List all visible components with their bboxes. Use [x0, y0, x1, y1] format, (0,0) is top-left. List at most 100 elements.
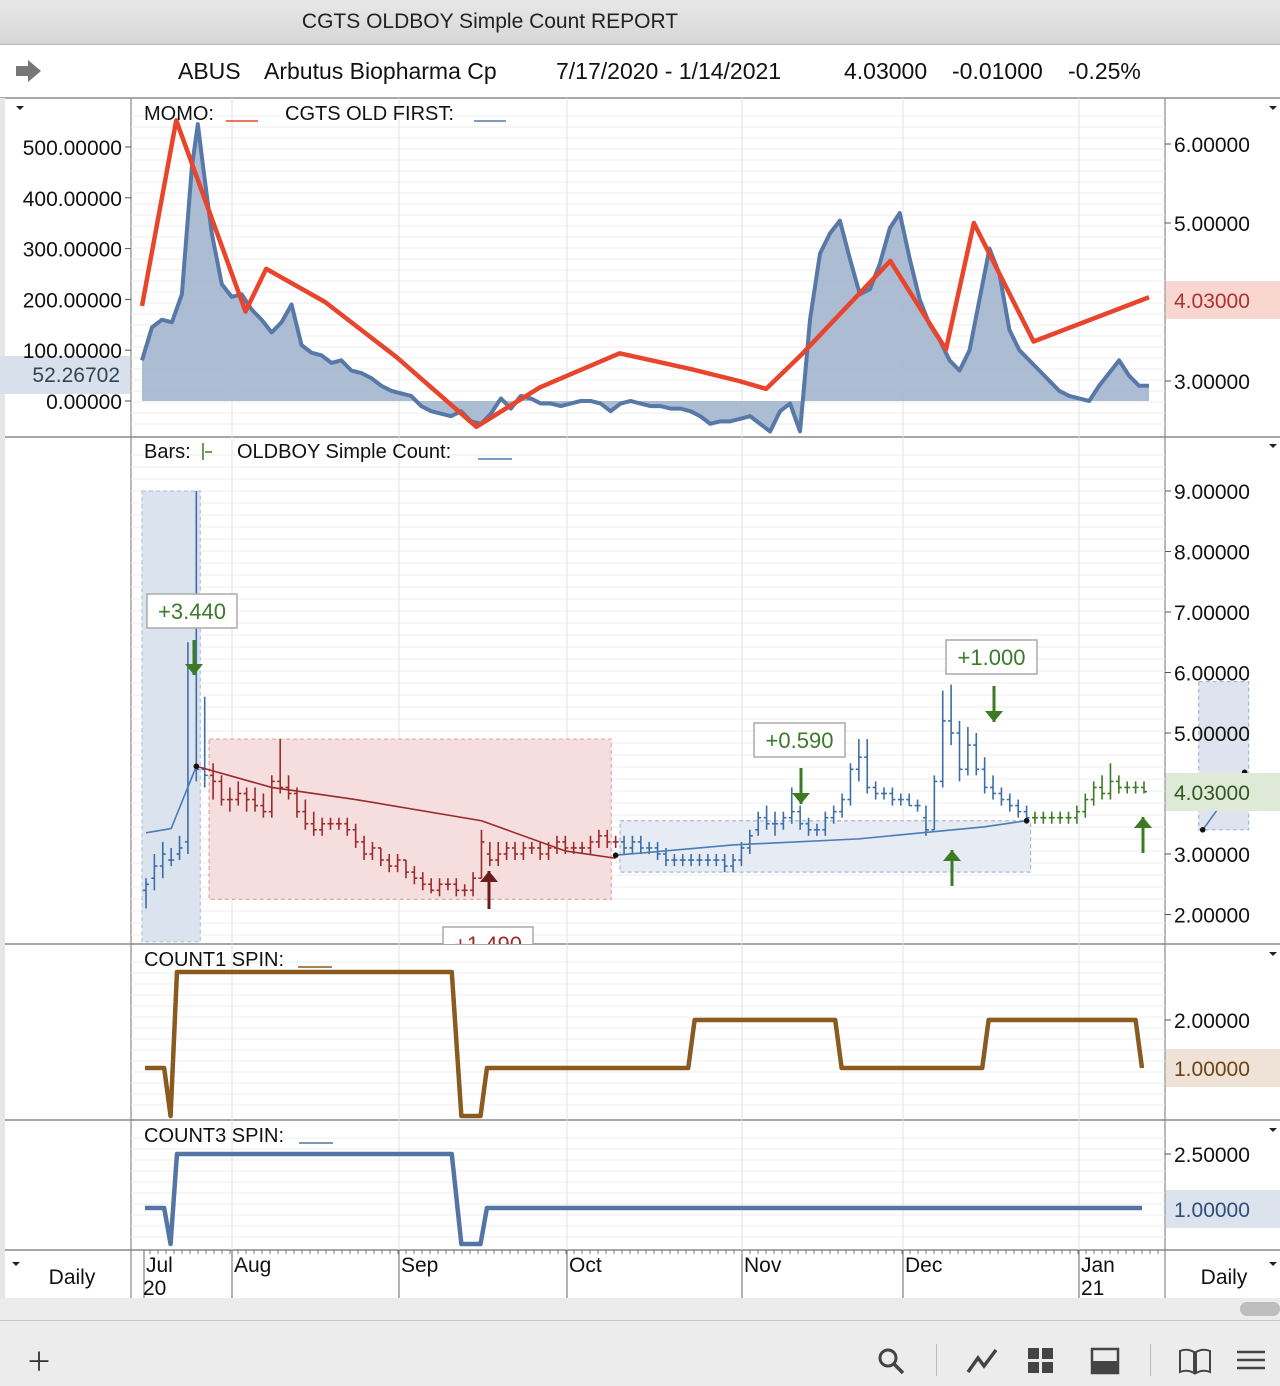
- annotation-label: +1.490: [454, 932, 522, 957]
- price-bar: [503, 841, 510, 861]
- price-bar: [688, 854, 695, 867]
- price-bar: [470, 872, 477, 897]
- price-bar: [1115, 775, 1122, 794]
- x-axis-year-label: 20: [143, 1277, 166, 1298]
- count-line-1: [145, 765, 198, 834]
- price-bar: [1065, 811, 1072, 824]
- left-axis-tick-label: 500.00000: [23, 137, 122, 160]
- buy-arrow-2: [943, 850, 961, 886]
- clipped-annotation: +1.490: [442, 926, 534, 957]
- line-chart-icon[interactable]: [966, 1346, 998, 1376]
- price-bar: [335, 817, 342, 830]
- price-bar: [168, 847, 175, 867]
- right-axis-tick-label: 6.00000: [1174, 134, 1250, 157]
- right-current-value: 4.03000: [1174, 290, 1250, 313]
- price-bar: [847, 763, 854, 806]
- price-bar: [981, 757, 988, 794]
- annotation-box: [146, 593, 238, 629]
- price-bar: [277, 739, 284, 794]
- price-bar: [1031, 811, 1038, 824]
- left-axis-tick-label: 100.00000: [23, 340, 122, 363]
- right-axis-tick-label: 2.00000: [1174, 1010, 1250, 1033]
- price-bar: [386, 854, 393, 873]
- price-bar: [964, 726, 971, 776]
- annotation-box: [753, 722, 846, 758]
- right-axis-tick-label: 2.50000: [1174, 1144, 1250, 1167]
- legend-count3-spin: COUNT3 SPIN:: [144, 1125, 284, 1147]
- panel-menu-icon[interactable]: [1269, 444, 1277, 448]
- price-bar: [1090, 781, 1097, 806]
- x-axis-month-label: Jan: [1081, 1254, 1115, 1277]
- current-value: 1.00000: [1174, 1199, 1250, 1222]
- price-bar: [771, 811, 778, 836]
- price-bar: [1073, 805, 1080, 824]
- price-bar: [419, 872, 426, 891]
- panel-menu-icon[interactable]: [16, 106, 24, 110]
- price-bar: [352, 823, 359, 848]
- price-bar: [746, 829, 753, 854]
- arrow-head: [792, 793, 810, 804]
- forward-arrow-icon[interactable]: [14, 57, 44, 87]
- search-icon[interactable]: [876, 1346, 906, 1376]
- current-badge: [1166, 1049, 1280, 1087]
- price-bar: [906, 793, 913, 807]
- price-bar: [721, 854, 728, 873]
- buy-arrow-1: [480, 871, 498, 909]
- date-range: 7/17/2020 - 1/14/2021: [556, 58, 782, 84]
- price-bar: [637, 835, 644, 854]
- price-bar: [797, 805, 804, 830]
- add-icon[interactable]: ＋: [26, 1347, 53, 1377]
- left-axis-tick-label: 400.00000: [23, 188, 122, 211]
- grid-layout-icon[interactable]: [1026, 1346, 1056, 1376]
- price-bar: [671, 854, 678, 867]
- panel-menu-icon[interactable]: [12, 1262, 20, 1266]
- panel-menu-icon[interactable]: [1269, 1128, 1277, 1132]
- company-name: Arbutus Biopharma Cp: [264, 58, 497, 84]
- price-bar: [948, 684, 955, 746]
- price-bar: [612, 835, 619, 848]
- cgts-old-first-area: [142, 124, 1149, 432]
- x-axis-month-label: Dec: [905, 1254, 942, 1277]
- panel-menu-icon[interactable]: [1269, 106, 1277, 110]
- left-current-badge: [0, 356, 130, 394]
- sell-arrow-1: [185, 640, 203, 675]
- pattern-box-2: [208, 738, 612, 900]
- price-bar: [713, 854, 720, 867]
- momo-line: [139, 118, 1150, 430]
- annotation-box: [442, 926, 534, 944]
- price-bar: [1082, 793, 1089, 818]
- symbol: ABUS: [178, 58, 241, 84]
- menu-icon[interactable]: [1236, 1348, 1266, 1374]
- price-bar: [411, 866, 418, 885]
- panel-menu-icon[interactable]: [1269, 1262, 1277, 1266]
- price-bar: [1015, 799, 1022, 818]
- price-bar: [176, 835, 183, 861]
- price-bar: [922, 805, 929, 836]
- price-bar: [537, 841, 544, 861]
- price-bar: [881, 787, 888, 800]
- horizontal-scrollbar[interactable]: [1240, 1302, 1280, 1316]
- arrow-head: [480, 871, 498, 882]
- pattern-box-1: [141, 490, 201, 943]
- price-bar: [285, 775, 292, 800]
- current-badge: [1166, 1190, 1280, 1228]
- price-bar: [243, 787, 250, 812]
- count1-spin-line: [145, 969, 1145, 1119]
- panel-menu-icon[interactable]: [1269, 952, 1277, 956]
- price-bar: [805, 817, 812, 836]
- right-axis-tick-label: 8.00000: [1174, 542, 1250, 565]
- price-bar: [260, 793, 267, 818]
- arrow-head: [1134, 817, 1152, 828]
- price-bar: [738, 841, 745, 867]
- period-selector-left: Daily: [49, 1266, 96, 1289]
- right-axis-tick-label: 7.00000: [1174, 602, 1250, 625]
- price-bar: [704, 854, 711, 867]
- x-axis-month-label: Oct: [569, 1254, 602, 1277]
- price-bar: [444, 878, 451, 891]
- price-bar: [302, 799, 309, 830]
- panel-layout-icon[interactable]: [1090, 1346, 1120, 1376]
- book-icon[interactable]: [1178, 1346, 1212, 1376]
- price-bar: [604, 829, 611, 848]
- count-line-2: [196, 765, 616, 860]
- price-bar: [830, 805, 837, 824]
